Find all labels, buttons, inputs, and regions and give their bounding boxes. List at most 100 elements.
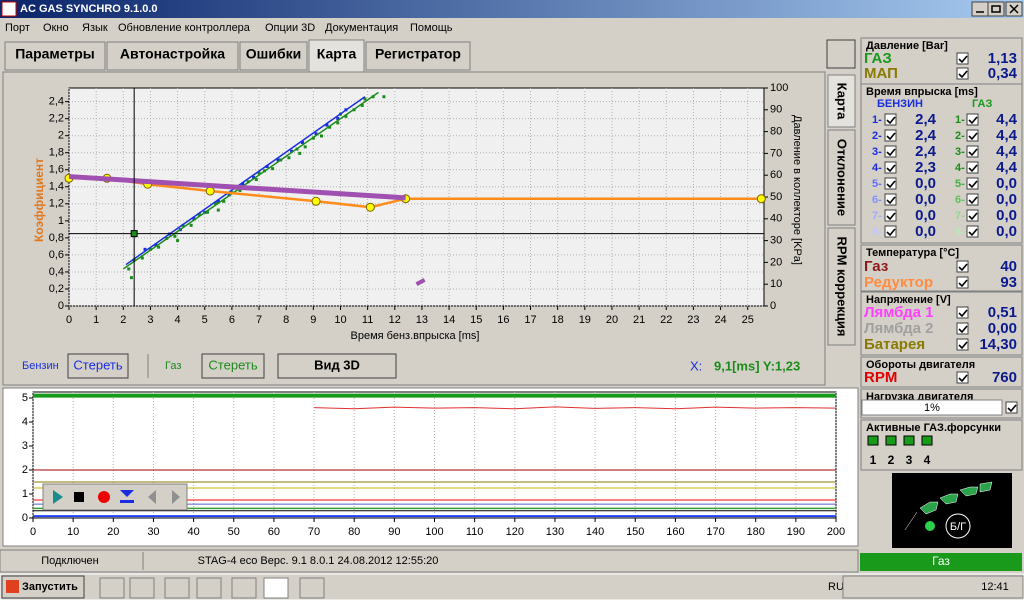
back-button[interactable] [148, 490, 156, 504]
checkbox[interactable] [1005, 401, 1018, 414]
stop-button[interactable] [74, 492, 84, 502]
checkbox[interactable] [966, 113, 979, 126]
checkbox[interactable] [966, 193, 979, 206]
petrol-clear[interactable]: Стереть [73, 357, 122, 372]
side-tab[interactable] [827, 74, 856, 128]
checkbox[interactable] [956, 52, 969, 65]
start-button[interactable]: Запустить [22, 581, 78, 593]
point-marker [140, 256, 144, 260]
point-marker [143, 247, 147, 251]
menu-item[interactable]: Документация [325, 22, 398, 34]
play-button[interactable] [53, 490, 63, 504]
y2-tick-label: 70 [770, 147, 782, 159]
point-marker [319, 134, 323, 138]
taskbar-app[interactable] [129, 577, 155, 599]
gas-time: 4,4 [996, 127, 1018, 144]
column-header: БЕНЗИН [877, 98, 923, 110]
x-tick-label: 130 [546, 526, 564, 538]
checkbox[interactable] [966, 177, 979, 190]
gas-time: 4,4 [996, 159, 1018, 176]
checkbox[interactable] [956, 306, 969, 319]
injector-label: 2 [888, 453, 895, 467]
checkbox[interactable] [956, 260, 969, 273]
tab[interactable] [239, 41, 308, 71]
maximize-button[interactable] [987, 1, 1005, 17]
checkbox[interactable] [884, 145, 897, 158]
point-marker [276, 158, 280, 162]
down-button[interactable] [120, 490, 134, 503]
button[interactable] [277, 353, 397, 379]
taskbar-app[interactable] [299, 577, 325, 599]
fuel-switch-label[interactable]: Б/Г [950, 521, 966, 533]
button[interactable] [201, 353, 265, 379]
taskbar-app[interactable] [263, 577, 289, 599]
taskbar-app[interactable] [99, 577, 125, 599]
checkbox[interactable] [956, 371, 969, 384]
y-tick-label: 2 [58, 130, 64, 142]
checkbox[interactable] [956, 322, 969, 335]
checkbox[interactable] [884, 225, 897, 238]
checkbox[interactable] [884, 177, 897, 190]
y-tick-label: 2,4 [49, 96, 64, 108]
x-tick-label: 0 [30, 526, 36, 538]
tab[interactable] [365, 41, 471, 71]
group-box [860, 244, 1023, 292]
button[interactable] [67, 353, 129, 379]
x-tick-label: 25 [742, 314, 754, 326]
side-tab-label[interactable]: Карта [835, 83, 850, 120]
minimize-button[interactable] [971, 1, 989, 17]
tray [842, 575, 1024, 599]
taskbar-app[interactable] [231, 577, 257, 599]
checkbox[interactable] [884, 193, 897, 206]
row-label: ГАЗ [864, 50, 892, 67]
record-button[interactable] [98, 491, 110, 503]
checkbox[interactable] [884, 161, 897, 174]
tab[interactable] [106, 41, 239, 71]
button[interactable] [826, 39, 856, 69]
menu-item[interactable]: Помощь [410, 22, 453, 34]
x-tick-label: 110 [466, 526, 484, 538]
checkbox[interactable] [884, 113, 897, 126]
y-tick-label: 2,2 [49, 113, 64, 125]
plot-area [68, 87, 765, 307]
menu-item[interactable]: Опции 3D [265, 22, 315, 34]
side-tab[interactable] [827, 129, 856, 226]
taskbar-app[interactable] [196, 577, 222, 599]
checkbox[interactable] [966, 209, 979, 222]
x-tick-label: 100 [425, 526, 443, 538]
side-tab[interactable] [827, 227, 856, 346]
checkbox[interactable] [966, 129, 979, 142]
checkbox[interactable] [966, 145, 979, 158]
checkbox[interactable] [966, 161, 979, 174]
side-tab-label[interactable]: Отклонение [835, 139, 850, 216]
menu-item[interactable]: Обновление контроллера [118, 22, 251, 34]
x-tick-label: 17 [524, 314, 536, 326]
menu-item[interactable]: Окно [43, 22, 69, 34]
taskbar-app[interactable] [164, 577, 190, 599]
group-box [860, 37, 1023, 85]
gas-clear[interactable]: Стереть [208, 357, 257, 372]
cylinder-label: 3- [872, 146, 882, 158]
menu-item[interactable]: Язык [82, 22, 108, 34]
checkbox[interactable] [956, 276, 969, 289]
x-tick-label: 14 [443, 314, 455, 326]
tab[interactable] [4, 41, 106, 71]
point-marker [265, 164, 269, 168]
checkbox[interactable] [884, 209, 897, 222]
tab[interactable] [308, 39, 365, 73]
forward-button[interactable] [172, 490, 180, 504]
x-tick-label: 40 [187, 526, 199, 538]
button[interactable] [1, 575, 85, 599]
checkbox[interactable] [966, 225, 979, 238]
gas-time: 0,0 [996, 223, 1017, 240]
menu-item[interactable]: Порт [5, 22, 30, 34]
switch-button[interactable] [945, 513, 971, 539]
checkbox[interactable] [956, 67, 969, 80]
x-tick-label: 160 [666, 526, 684, 538]
x-tick-label: 20 [107, 526, 119, 538]
side-tab-label[interactable]: RPM коррекция [835, 237, 850, 337]
view3d-button[interactable]: Вид 3D [314, 357, 360, 372]
checkbox[interactable] [956, 338, 969, 351]
y2-tick-label: 90 [770, 104, 782, 116]
checkbox[interactable] [884, 129, 897, 142]
